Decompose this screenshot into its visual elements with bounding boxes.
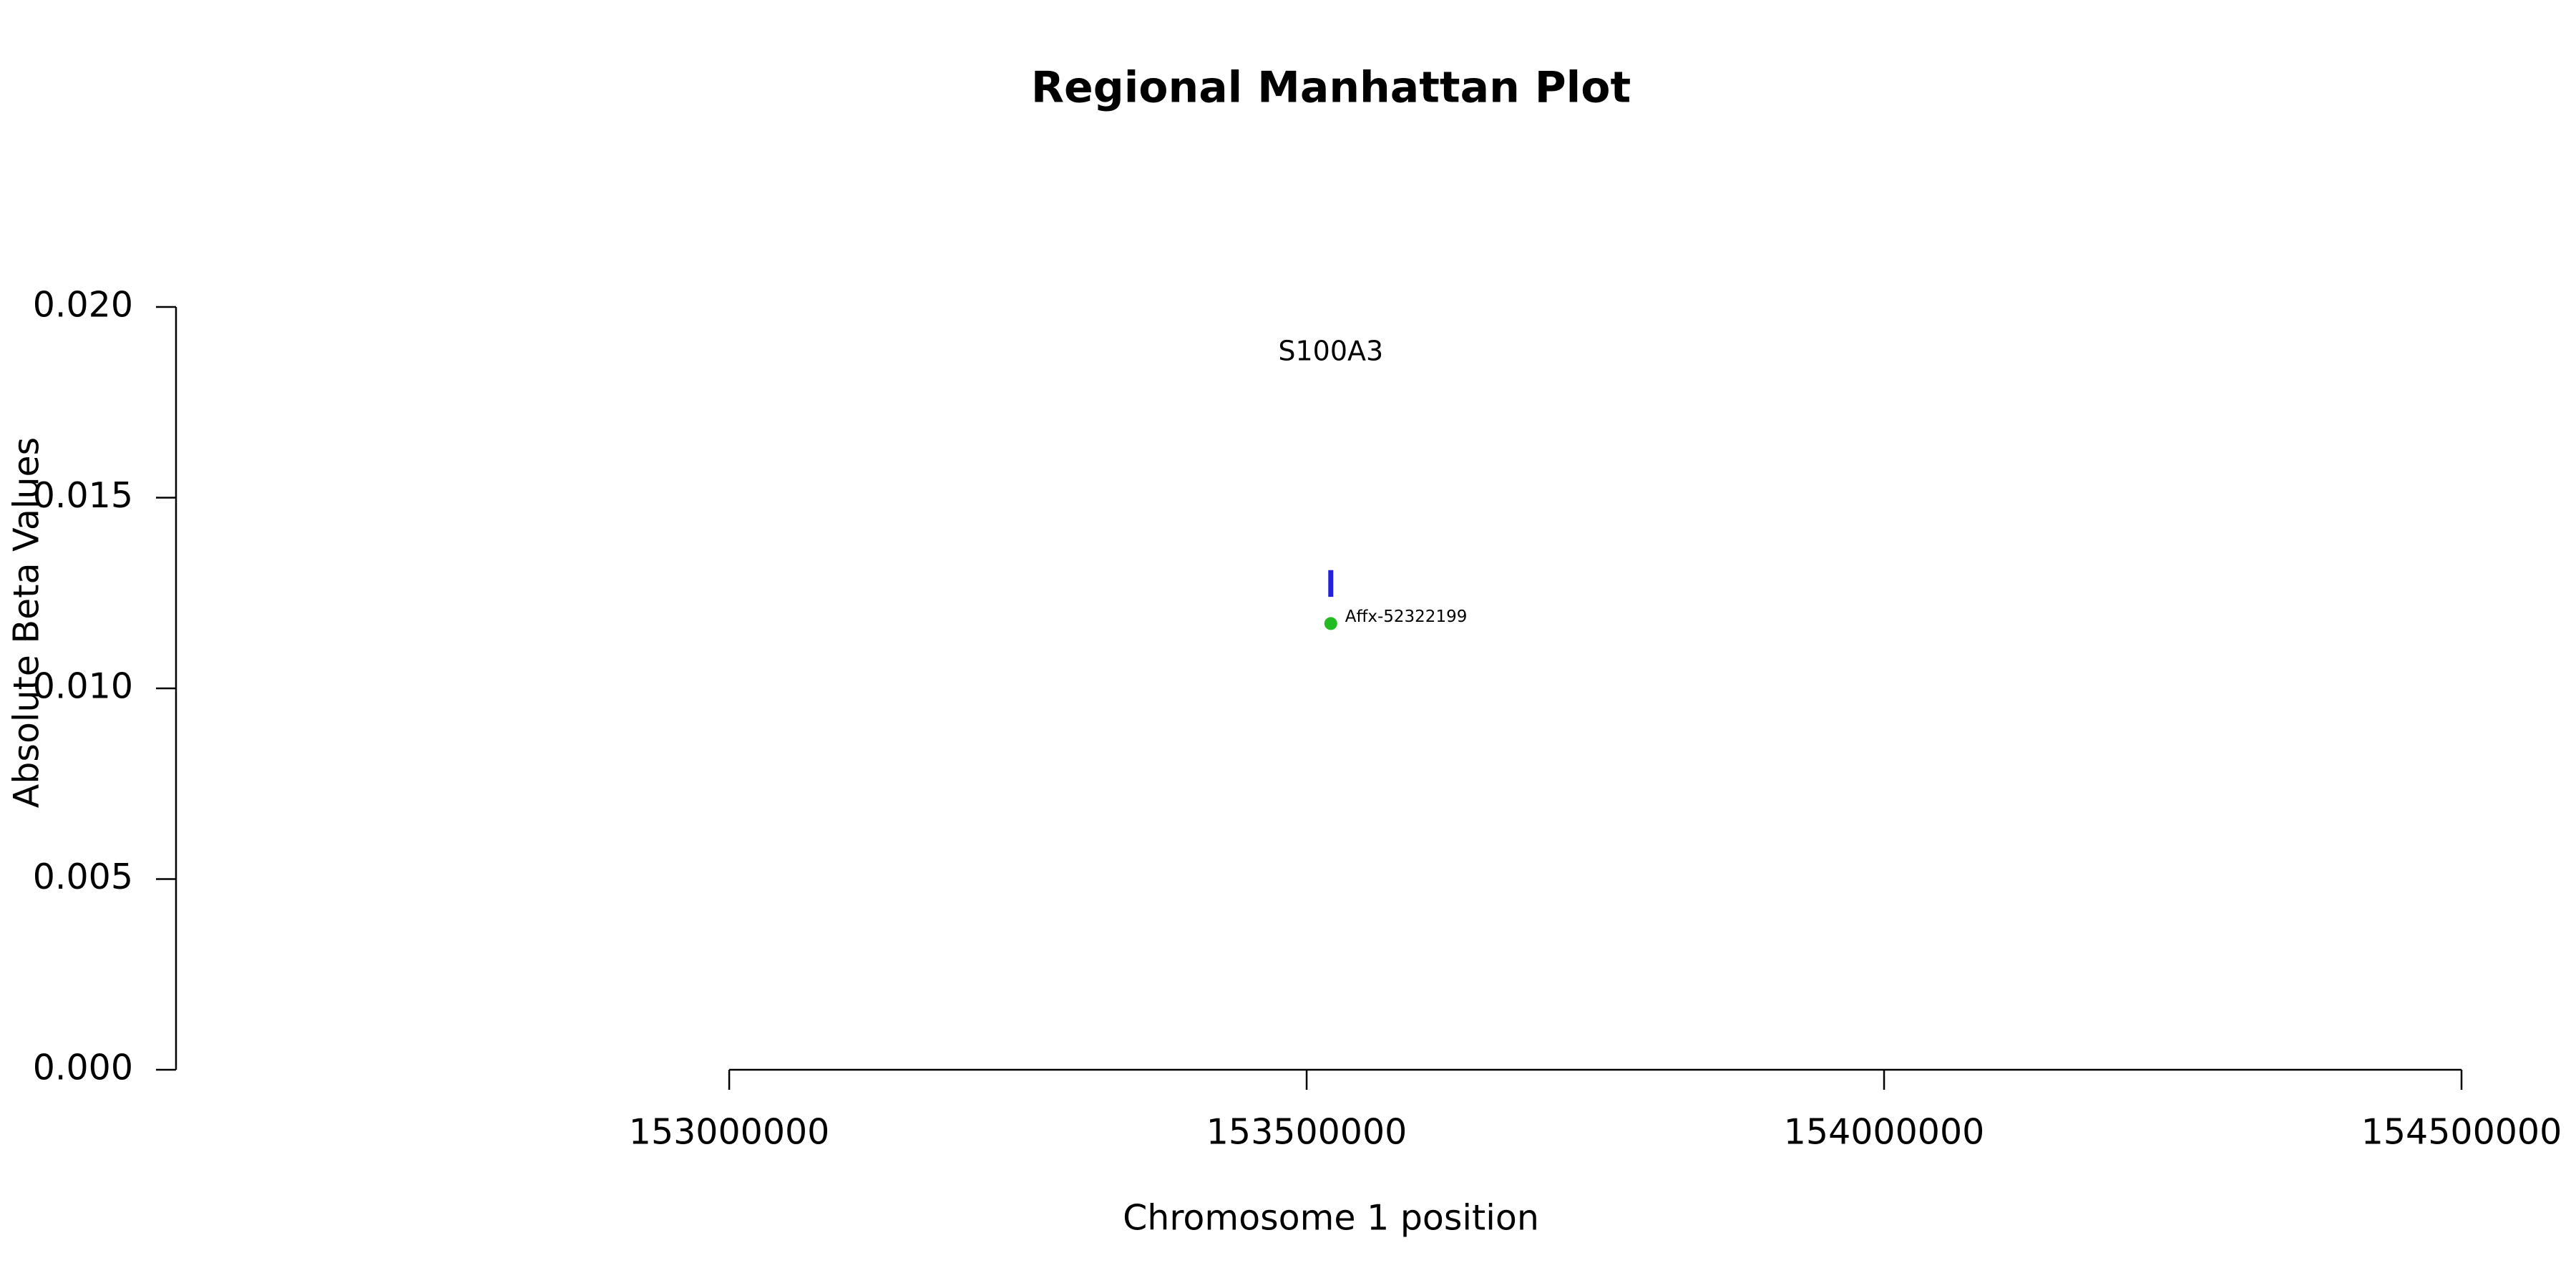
y-tick-label: 0.005 [33, 857, 133, 897]
chart-title: Regional Manhattan Plot [1031, 63, 1631, 113]
y-axis-label: Absolute Beta Values [6, 437, 47, 808]
y-tick-label: 0.015 [33, 475, 133, 516]
y-tick-label: 0.020 [33, 285, 133, 326]
point-label: Affx-52322199 [1345, 608, 1468, 626]
data-point [1324, 617, 1337, 630]
y-tick-label: 0.000 [33, 1048, 133, 1088]
x-tick-label: 154500000 [2361, 1112, 2562, 1153]
y-tick-label: 0.010 [33, 666, 133, 707]
x-tick-label: 153500000 [1206, 1112, 1407, 1153]
x-tick-label: 154000000 [1784, 1112, 1985, 1153]
gene-label: S100A3 [1278, 335, 1383, 366]
x-tick-label: 153000000 [629, 1112, 830, 1153]
x-axis-label: Chromosome 1 position [1123, 1198, 1539, 1239]
